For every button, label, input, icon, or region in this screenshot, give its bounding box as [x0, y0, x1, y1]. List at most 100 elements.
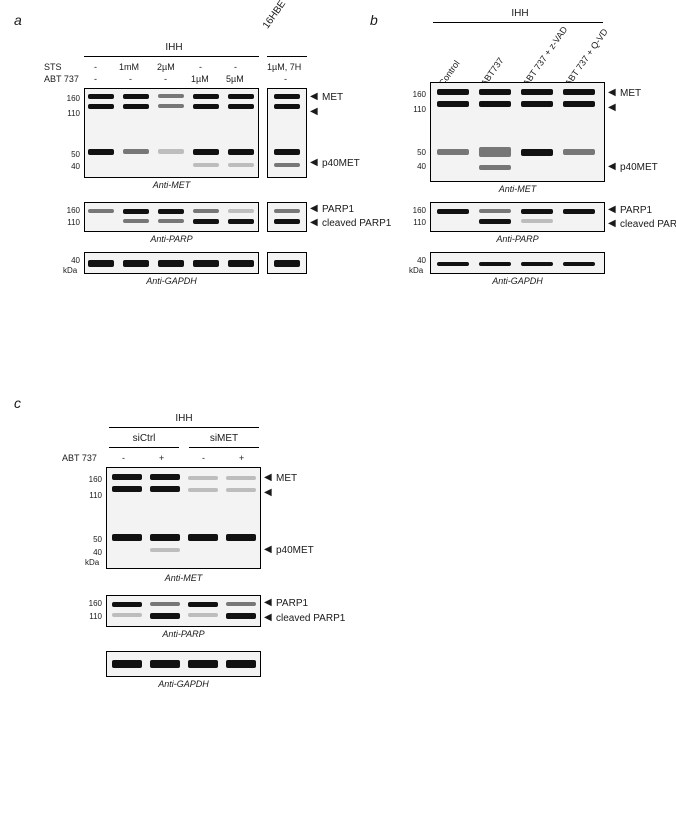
panel-b-gapdh-kda: kDa [409, 266, 423, 275]
panel-a-hbe-sts: 1µM, 7H [267, 62, 301, 72]
panel-a-gapdh-mw40: 40 [62, 256, 80, 265]
arrowhead-icon: ◀ [264, 488, 272, 498]
panel-a-met-mw160: 160 [62, 94, 80, 103]
panel-b-met-blot [430, 82, 605, 182]
panel-a-met-label-met: MET [322, 92, 343, 103]
panel-a-l2-sts: 1mM [119, 62, 139, 72]
panel-c-met-label-p40: p40MET [276, 545, 314, 556]
arrowhead-icon: ◀ [264, 598, 272, 608]
arrowhead-icon: ◀ [310, 218, 318, 228]
panel-a-met-antibody: Anti-MET [84, 180, 259, 190]
panel-a-row-sts: STS [44, 62, 62, 72]
panel-b-l4: ABT 737 + Q-VD [563, 27, 610, 88]
panel-a-met-mw110: 110 [62, 109, 80, 118]
panel-c-parp-blot [106, 595, 261, 627]
panel-a-l2-abt: - [129, 74, 132, 84]
panel-c-met-antibody: Anti-MET [106, 573, 261, 583]
panel-c-met-mw40: 40 [84, 548, 102, 557]
panel-b-gapdh-blot [430, 252, 605, 274]
panel-c-g1: siCtrl [114, 433, 174, 444]
panel-b: b IHH Control ABT737 ABT 737 + z-VAD ABT… [370, 6, 670, 316]
panel-b-met-mw110: 110 [408, 105, 426, 114]
panel-c-parp-antibody: Anti-PARP [106, 629, 261, 639]
arrowhead-icon: ◀ [310, 158, 318, 168]
panel-a: a IHH 16HBE WT STS ABT 737 - - 1mM - 2µM… [14, 12, 344, 312]
panel-c-parp-label-cleaved: cleaved PARP1 [276, 613, 345, 624]
panel-c-l1: - [122, 453, 125, 463]
panel-a-l4-abt: 1µM [191, 74, 209, 84]
panel-a-l5-sts: - [234, 62, 237, 72]
panel-b-met-antibody: Anti-MET [430, 184, 605, 194]
panel-c-met-mw50: 50 [84, 535, 102, 544]
panel-c-row-abt: ABT 737 [62, 453, 97, 463]
panel-c-gapdh-antibody: Anti-GAPDH [106, 679, 261, 689]
panel-b-parp-mw110: 110 [408, 218, 426, 227]
panel-c-l2: + [159, 453, 164, 463]
arrowhead-icon: ◀ [608, 219, 616, 229]
panel-b-met-mw50: 50 [408, 148, 426, 157]
arrowhead-icon: ◀ [608, 88, 616, 98]
panel-c-g2-rule [189, 447, 259, 448]
arrowhead-icon: ◀ [608, 205, 616, 215]
panel-a-l4-sts: - [199, 62, 202, 72]
arrowhead-icon: ◀ [264, 545, 272, 555]
panel-a-row-abt: ABT 737 [44, 74, 79, 84]
panel-c-met-label-met: MET [276, 473, 297, 484]
panel-b-gapdh-mw40: 40 [408, 256, 426, 265]
panel-c-gapdh-blot [106, 651, 261, 677]
panel-a-met-label-p40: p40MET [322, 158, 360, 169]
panel-a-parp-mw110: 110 [62, 218, 80, 227]
panel-a-gapdh-kda: kDa [63, 266, 77, 275]
panel-a-l5-abt: 5µM [226, 74, 244, 84]
arrowhead-icon: ◀ [608, 162, 616, 172]
panel-c-label: c [14, 395, 21, 411]
panel-a-gapdh-blot-ihh [84, 252, 259, 274]
panel-a-met-mw50: 50 [62, 150, 80, 159]
panel-c: c IHH siCtrl siMET ABT 737 - + - + 160 1… [14, 395, 354, 795]
panel-a-l1-sts: - [94, 62, 97, 72]
arrowhead-icon: ◀ [264, 613, 272, 623]
panel-c-parp-mw110: 110 [84, 612, 102, 621]
panel-a-parp-antibody: Anti-PARP [84, 234, 259, 244]
panel-a-hbe-rule [267, 56, 307, 57]
arrowhead-icon: ◀ [310, 204, 318, 214]
panel-a-met-mw40: 40 [62, 162, 80, 171]
panel-a-met-blot-hbe [267, 88, 307, 178]
panel-b-gapdh-antibody: Anti-GAPDH [430, 276, 605, 286]
panel-a-parp-mw160: 160 [62, 206, 80, 215]
panel-c-g2: siMET [194, 433, 254, 444]
panel-a-parp-label-parp: PARP1 [322, 204, 354, 215]
panel-c-met-kda: kDa [85, 558, 99, 567]
arrowhead-icon: ◀ [310, 92, 318, 102]
panel-a-gapdh-blot-hbe [267, 252, 307, 274]
arrowhead-icon: ◀ [608, 103, 616, 113]
panel-c-met-mw160: 160 [84, 475, 102, 484]
panel-b-parp-blot [430, 202, 605, 232]
panel-b-met-mw160: 160 [408, 90, 426, 99]
panel-c-parp-label-parp: PARP1 [276, 598, 308, 609]
panel-a-parp-blot-ihh [84, 202, 259, 232]
panel-c-l3: - [202, 453, 205, 463]
panel-a-l3-abt: - [164, 74, 167, 84]
panel-a-ihh-rule [84, 56, 259, 57]
panel-a-parp-blot-hbe [267, 202, 307, 232]
panel-c-met-blot [106, 467, 261, 569]
panel-a-hbe-abt: - [284, 74, 287, 84]
panel-b-parp-antibody: Anti-PARP [430, 234, 605, 244]
panel-b-met-mw40: 40 [408, 162, 426, 171]
panel-b-parp-label-cleaved: cleaved PARP1 [620, 219, 676, 230]
panel-a-gapdh-antibody: Anti-GAPDH [84, 276, 259, 286]
panel-c-ihh-rule [109, 427, 259, 428]
panel-c-l4: + [239, 453, 244, 463]
panel-b-l3: ABT 737 + z-VAD [521, 25, 570, 88]
panel-b-parp-label-parp: PARP1 [620, 205, 652, 216]
panel-c-g1-rule [109, 447, 179, 448]
panel-c-ihh-header: IHH [119, 413, 249, 424]
panel-a-ihh-header: IHH [99, 42, 249, 53]
panel-b-parp-mw160: 160 [408, 206, 426, 215]
panel-c-parp-mw160: 160 [84, 599, 102, 608]
panel-a-met-blot-ihh [84, 88, 259, 178]
arrowhead-icon: ◀ [310, 107, 318, 117]
panel-a-label: a [14, 12, 22, 28]
panel-b-met-label-p40: p40MET [620, 162, 658, 173]
